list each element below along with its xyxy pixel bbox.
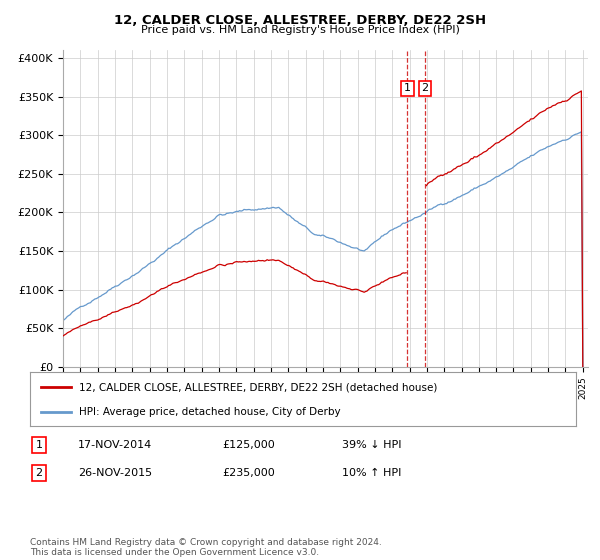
- Text: 12, CALDER CLOSE, ALLESTREE, DERBY, DE22 2SH (detached house): 12, CALDER CLOSE, ALLESTREE, DERBY, DE22…: [79, 382, 437, 393]
- Text: HPI: Average price, detached house, City of Derby: HPI: Average price, detached house, City…: [79, 407, 341, 417]
- Text: 1: 1: [35, 440, 43, 450]
- Text: 17-NOV-2014: 17-NOV-2014: [78, 440, 152, 450]
- Text: £125,000: £125,000: [222, 440, 275, 450]
- Text: £235,000: £235,000: [222, 468, 275, 478]
- Text: 12, CALDER CLOSE, ALLESTREE, DERBY, DE22 2SH: 12, CALDER CLOSE, ALLESTREE, DERBY, DE22…: [114, 14, 486, 27]
- Text: 26-NOV-2015: 26-NOV-2015: [78, 468, 152, 478]
- Text: Price paid vs. HM Land Registry's House Price Index (HPI): Price paid vs. HM Land Registry's House …: [140, 25, 460, 35]
- Text: 39% ↓ HPI: 39% ↓ HPI: [342, 440, 401, 450]
- Text: Contains HM Land Registry data © Crown copyright and database right 2024.
This d: Contains HM Land Registry data © Crown c…: [30, 538, 382, 557]
- Text: 2: 2: [422, 83, 428, 94]
- Text: 1: 1: [404, 83, 411, 94]
- Text: 2: 2: [35, 468, 43, 478]
- Text: 10% ↑ HPI: 10% ↑ HPI: [342, 468, 401, 478]
